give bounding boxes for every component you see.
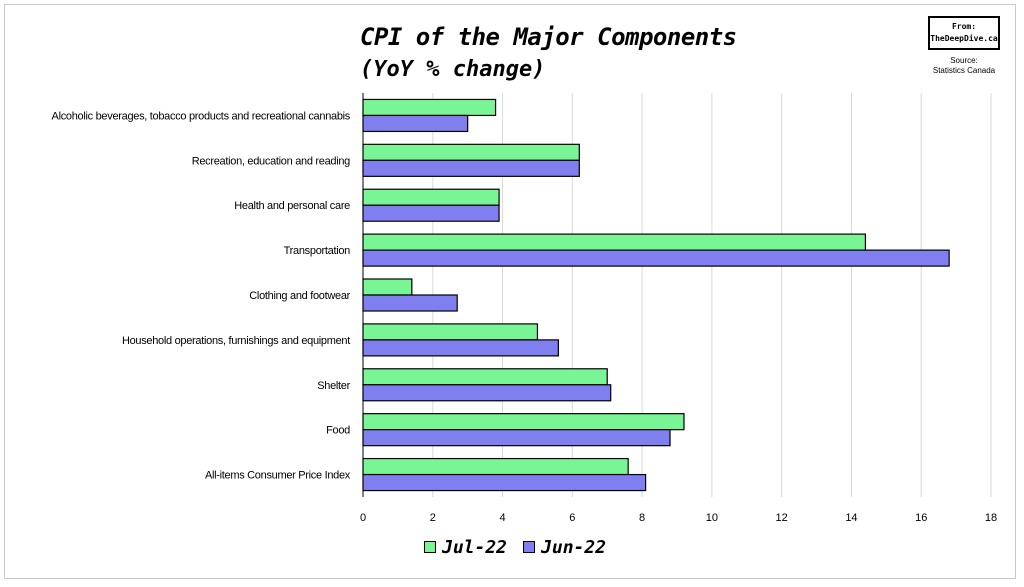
bar-jun-22-food [362, 429, 671, 447]
chart-title: CPI of the Major Components [360, 23, 737, 51]
category-label-transportation: Transportation [284, 245, 350, 257]
bar-jul-22-health-and-personal-care [362, 188, 500, 206]
x-tick-14: 14 [845, 512, 857, 524]
bar-jun-22-recreation-education-and-reading [362, 159, 580, 177]
bar-jul-22-clothing-and-footwear [362, 278, 413, 296]
source-value: Statistics Canada [932, 66, 996, 75]
bar-jun-22-transportation [362, 249, 950, 267]
category-label-alcoholic-beverages-tobacco-products-and-recreational-cannabis: Alcoholic beverages, tobacco products an… [52, 110, 351, 122]
x-tick-18: 18 [985, 512, 997, 524]
category-labels: Alcoholic beverages, tobacco products an… [52, 110, 352, 482]
x-tick-4: 4 [499, 512, 505, 524]
bar-jun-22-all-items-consumer-price-index [362, 473, 647, 492]
x-tick-0: 0 [360, 512, 366, 524]
bar-jul-22-shelter [362, 368, 608, 386]
bar-jun-22-clothing-and-footwear [362, 294, 458, 312]
x-tick-12: 12 [776, 512, 788, 524]
x-tick-6: 6 [569, 512, 575, 524]
legend-swatch-jul-22 [424, 541, 436, 553]
category-label-recreation-education-and-reading: Recreation, education and reading [192, 155, 350, 167]
source-note: Source: Statistics Canada [920, 56, 1008, 76]
bar-jul-22-all-items-consumer-price-index [362, 457, 629, 476]
bar-jun-22-alcoholic-beverages-tobacco-products-and-recreational-cannabis [362, 114, 469, 133]
category-label-health-and-personal-care: Health and personal care [234, 200, 350, 212]
legend-label-jun-22: Jun-22 [541, 536, 607, 558]
x-tick-2: 2 [430, 512, 436, 524]
bar-jul-22-transportation [362, 233, 866, 251]
category-label-food: Food [326, 425, 350, 437]
bars [362, 98, 950, 492]
legend-item-jul-22: Jul-22 [424, 537, 507, 558]
bar-jun-22-shelter [362, 384, 612, 402]
bar-jun-22-health-and-personal-care [362, 204, 500, 222]
legend-label-jul-22: Jul-22 [442, 536, 508, 558]
legend-item-jun-22: Jun-22 [523, 537, 606, 558]
bar-jul-22-recreation-education-and-reading [362, 143, 580, 161]
x-tick-labels: 0 2 4 6 8 10 12 14 16 18 [360, 512, 997, 524]
category-label-clothing-and-footwear: Clothing and footwear [249, 290, 350, 302]
x-tick-10: 10 [706, 512, 718, 524]
bar-jul-22-household-operations-furnishings-and-equipment [362, 323, 539, 341]
x-tick-8: 8 [639, 512, 645, 524]
badge-site-label: TheDeepDive.ca [930, 34, 998, 43]
source-label: Source: [950, 56, 978, 65]
category-label-shelter: Shelter [317, 380, 350, 392]
bar-jun-22-household-operations-furnishings-and-equipment [362, 339, 559, 357]
badge-from-label: From: [951, 22, 977, 31]
bar-jul-22-food [362, 413, 685, 431]
category-label-all-items-consumer-price-index: All-items Consumer Price Index [205, 470, 351, 482]
legend-swatch-jun-22 [523, 541, 536, 553]
category-label-household-operations-furnishings-and-equipment: Household operations, furnishings and eq… [122, 335, 350, 347]
x-tick-16: 16 [915, 512, 927, 524]
bar-jul-22-alcoholic-beverages-tobacco-products-and-recreational-cannabis [362, 98, 497, 117]
legend: Jul-22 Jun-22 [424, 536, 622, 558]
chart-subtitle: (YoY % change) [360, 57, 546, 82]
source-badge: From: TheDeepDive.ca [928, 16, 1000, 50]
